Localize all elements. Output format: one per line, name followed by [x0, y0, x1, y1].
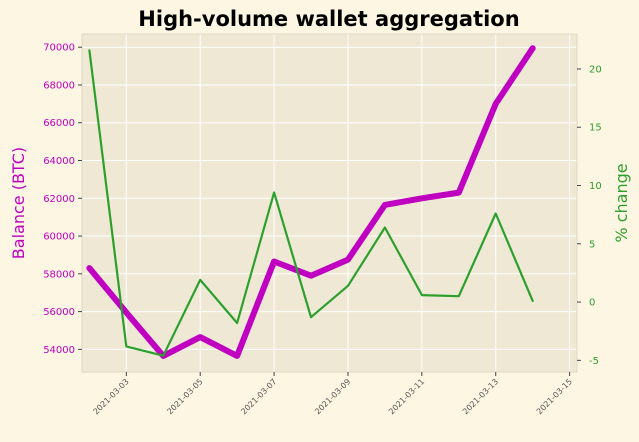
left-tick-label: 54000	[43, 345, 75, 356]
x-tick-label: 2021-03-07	[239, 377, 278, 416]
left-axis-ticks: 54000 56000 58000 60000 62000 64000 66000 68000…	[43, 43, 82, 356]
left-tick-label: 68000	[43, 80, 75, 91]
right-tick-label: 10	[589, 181, 602, 192]
x-tick-label: 2021-03-13	[461, 377, 500, 416]
series-layer	[86, 45, 536, 359]
left-tick-label: 64000	[43, 156, 75, 167]
right-tick-label: 15	[589, 123, 602, 134]
percent-change-line	[88, 49, 534, 357]
x-tick-label: 2021-03-15	[535, 377, 574, 416]
left-tick-label: 66000	[43, 118, 75, 129]
chart-title: High-volume wallet aggregation	[138, 7, 519, 31]
right-tick-label: 0	[589, 298, 595, 309]
right-tick-label: -5	[589, 356, 599, 367]
left-tick-label: 60000	[43, 232, 75, 243]
x-tick-label: 2021-03-05	[165, 377, 204, 416]
x-axis-ticks: 2021-03-03 2021-03-05 2021-03-07 2021-03-09…	[91, 372, 574, 416]
left-axis-label: Balance (BTC)	[9, 147, 28, 259]
left-tick-label: 62000	[43, 194, 75, 205]
right-tick-label: 5	[589, 239, 595, 250]
x-tick-label: 2021-03-03	[91, 377, 130, 416]
right-tick-label: 20	[589, 64, 602, 75]
plot-area	[82, 34, 577, 372]
right-axis-label: % change	[612, 163, 631, 242]
right-axis-ticks: -5 0 5 10 15 20	[577, 64, 602, 367]
left-tick-label: 58000	[43, 269, 75, 280]
left-tick-label: 56000	[43, 307, 75, 318]
x-tick-label: 2021-03-09	[313, 377, 352, 416]
grid	[82, 34, 577, 372]
x-tick-label: 2021-03-11	[387, 377, 426, 416]
left-tick-label: 70000	[43, 43, 75, 54]
plot-frame	[81, 33, 578, 373]
